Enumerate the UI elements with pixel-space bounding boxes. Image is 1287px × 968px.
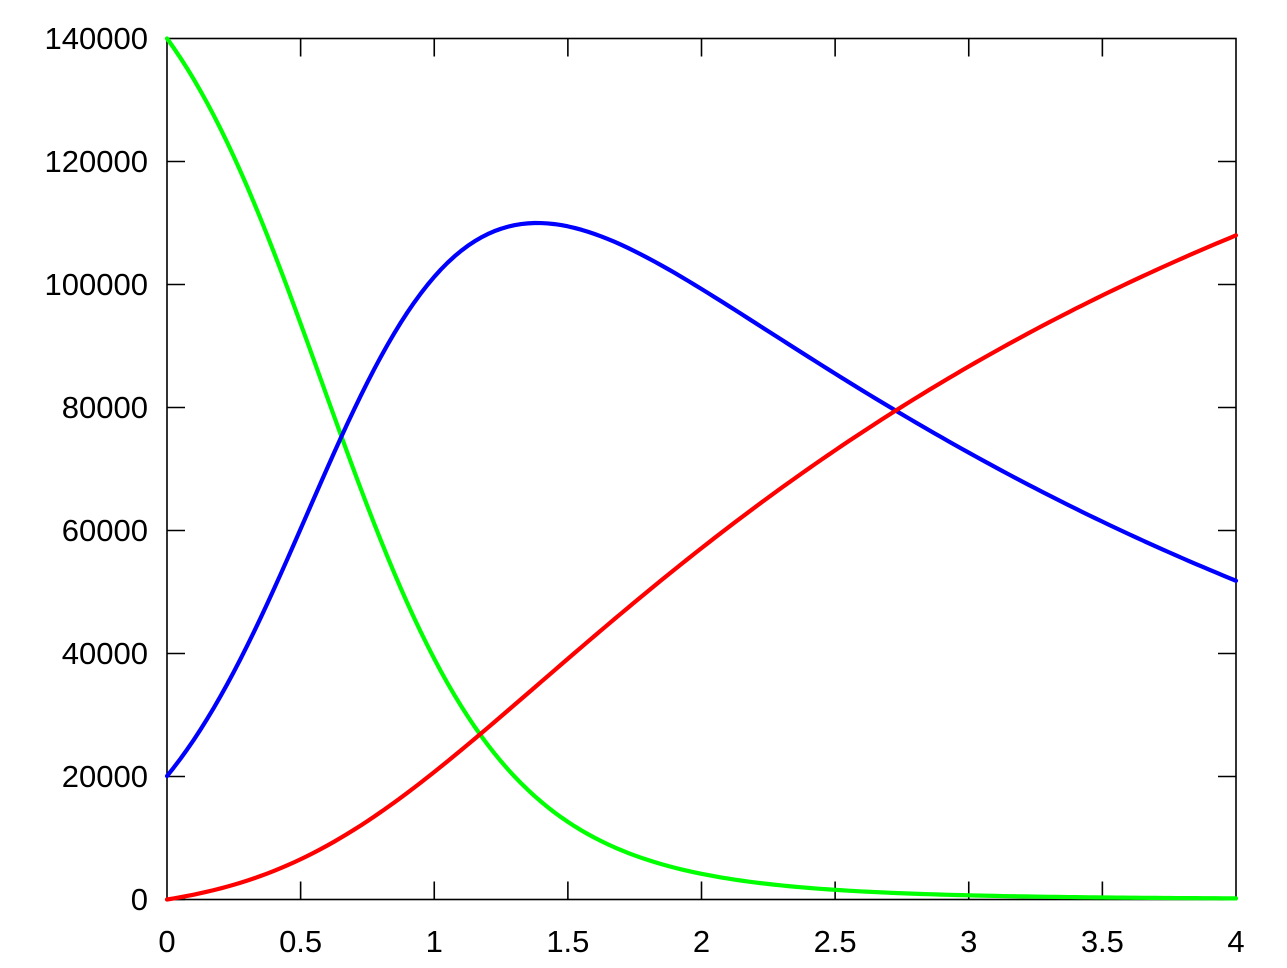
svg-text:1: 1 xyxy=(426,924,443,959)
svg-text:120000: 120000 xyxy=(45,144,148,179)
svg-text:3: 3 xyxy=(960,924,977,959)
svg-text:0.5: 0.5 xyxy=(279,924,322,959)
svg-text:4: 4 xyxy=(1227,924,1244,959)
svg-text:40000: 40000 xyxy=(62,636,148,671)
svg-text:0: 0 xyxy=(131,882,148,917)
svg-text:0: 0 xyxy=(158,924,175,959)
svg-text:80000: 80000 xyxy=(62,390,148,425)
svg-text:140000: 140000 xyxy=(45,21,148,56)
svg-text:1.5: 1.5 xyxy=(546,924,589,959)
svg-text:3.5: 3.5 xyxy=(1081,924,1124,959)
svg-text:2.5: 2.5 xyxy=(814,924,857,959)
svg-text:60000: 60000 xyxy=(62,513,148,548)
svg-text:2: 2 xyxy=(693,924,710,959)
svg-text:20000: 20000 xyxy=(62,759,148,794)
svg-text:100000: 100000 xyxy=(45,267,148,302)
